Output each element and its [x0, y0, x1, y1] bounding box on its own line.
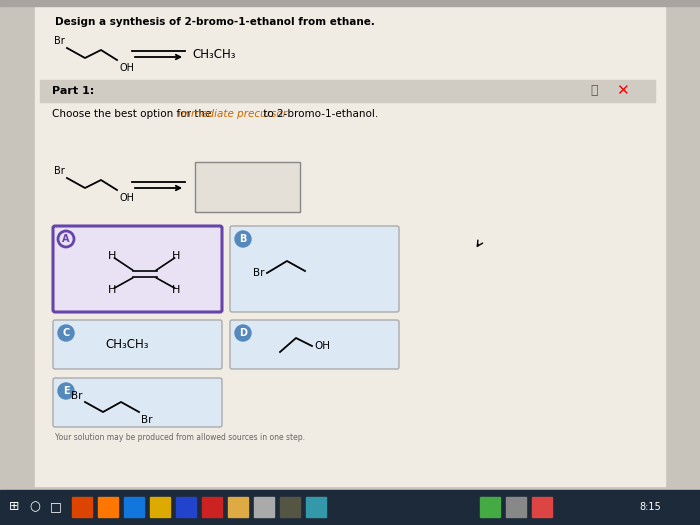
Bar — [202, 497, 222, 517]
Circle shape — [58, 383, 74, 399]
Text: 🔍: 🔍 — [590, 85, 598, 98]
Bar — [254, 497, 274, 517]
Text: B: B — [239, 234, 246, 244]
Text: E: E — [63, 386, 69, 396]
Text: H: H — [172, 285, 181, 295]
Text: OH: OH — [119, 63, 134, 73]
Bar — [176, 497, 196, 517]
Circle shape — [235, 325, 251, 341]
FancyBboxPatch shape — [53, 320, 222, 369]
Text: ✕: ✕ — [615, 83, 629, 99]
Text: CH₃CH₃: CH₃CH₃ — [105, 338, 148, 351]
FancyBboxPatch shape — [230, 320, 399, 369]
Bar — [195, 162, 300, 212]
Bar — [506, 497, 526, 517]
Text: OH: OH — [119, 193, 134, 203]
Bar — [72, 497, 92, 517]
Text: Br: Br — [55, 36, 65, 46]
Text: Br: Br — [71, 391, 83, 401]
FancyBboxPatch shape — [53, 226, 222, 312]
Text: ○: ○ — [29, 500, 41, 513]
Bar — [124, 497, 144, 517]
Circle shape — [58, 325, 74, 341]
Bar — [0, 490, 700, 525]
Text: H: H — [108, 251, 117, 261]
Bar — [150, 497, 170, 517]
Text: CH₃CH₃: CH₃CH₃ — [192, 47, 235, 60]
Bar — [40, 80, 655, 102]
FancyBboxPatch shape — [230, 226, 399, 312]
Bar — [480, 497, 500, 517]
Text: H: H — [172, 251, 181, 261]
Text: H: H — [108, 285, 117, 295]
Text: A: A — [62, 234, 70, 244]
Text: Br: Br — [141, 415, 153, 425]
Bar — [0, 0, 700, 6]
Text: immediate precursor: immediate precursor — [178, 109, 286, 119]
Text: Design a synthesis of 2-bromo-1-ethanol from ethane.: Design a synthesis of 2-bromo-1-ethanol … — [55, 17, 375, 27]
Bar — [306, 497, 326, 517]
Text: C: C — [62, 328, 69, 338]
Text: to 2-bromo-1-ethanol.: to 2-bromo-1-ethanol. — [260, 109, 379, 119]
Bar — [532, 497, 552, 517]
Text: Br: Br — [253, 268, 265, 278]
Text: Part 1:: Part 1: — [52, 86, 94, 96]
Bar — [195, 162, 300, 212]
Bar — [280, 497, 300, 517]
Text: 8:15: 8:15 — [639, 502, 661, 512]
Text: Choose the best option for the: Choose the best option for the — [52, 109, 215, 119]
Text: Your solution may be produced from allowed sources in one step.: Your solution may be produced from allow… — [55, 434, 305, 443]
Text: OH: OH — [314, 341, 330, 351]
Text: ⊞: ⊞ — [8, 500, 20, 513]
Circle shape — [235, 231, 251, 247]
Text: D: D — [239, 328, 247, 338]
Bar — [228, 497, 248, 517]
Text: Br: Br — [55, 166, 65, 176]
FancyBboxPatch shape — [53, 378, 222, 427]
Text: □: □ — [50, 500, 62, 513]
Bar — [98, 497, 118, 517]
